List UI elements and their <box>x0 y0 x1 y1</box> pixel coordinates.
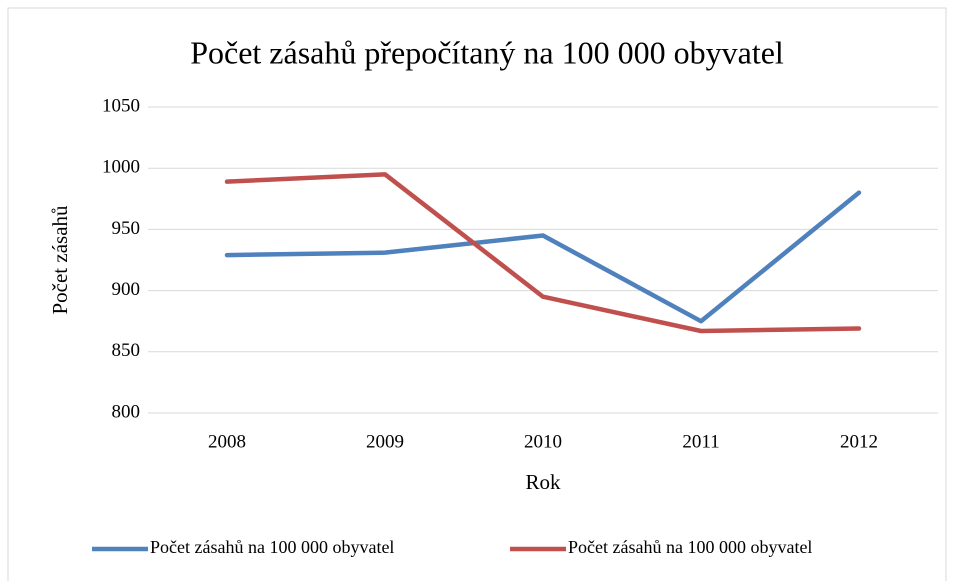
series-line <box>224 190 862 324</box>
y-tick-label: 800 <box>112 401 141 422</box>
y-axis-label: Počet zásahů <box>48 205 72 315</box>
chart-title: Počet zásahů přepočítaný na 100 000 obyv… <box>190 34 784 70</box>
x-tick-label: 2011 <box>682 431 719 452</box>
series-line <box>224 172 862 334</box>
chart-border <box>7 7 947 581</box>
x-axis-label: Rok <box>525 470 561 494</box>
legend-label: Počet zásahů na 100 000 obyvatel <box>568 537 812 557</box>
x-tick-label: 2009 <box>366 431 404 452</box>
x-tick-label: 2010 <box>524 431 562 452</box>
x-tick-label: 2012 <box>840 431 878 452</box>
y-tick-label: 900 <box>112 279 141 300</box>
x-tick-label: 2008 <box>208 431 246 452</box>
y-tick-label: 850 <box>112 340 141 361</box>
y-tick-label: 1000 <box>102 157 140 178</box>
y-tick-label: 1050 <box>102 95 140 116</box>
legend-label: Počet zásahů na 100 000 obyvatel <box>150 537 394 557</box>
y-tick-label: 950 <box>112 218 141 239</box>
